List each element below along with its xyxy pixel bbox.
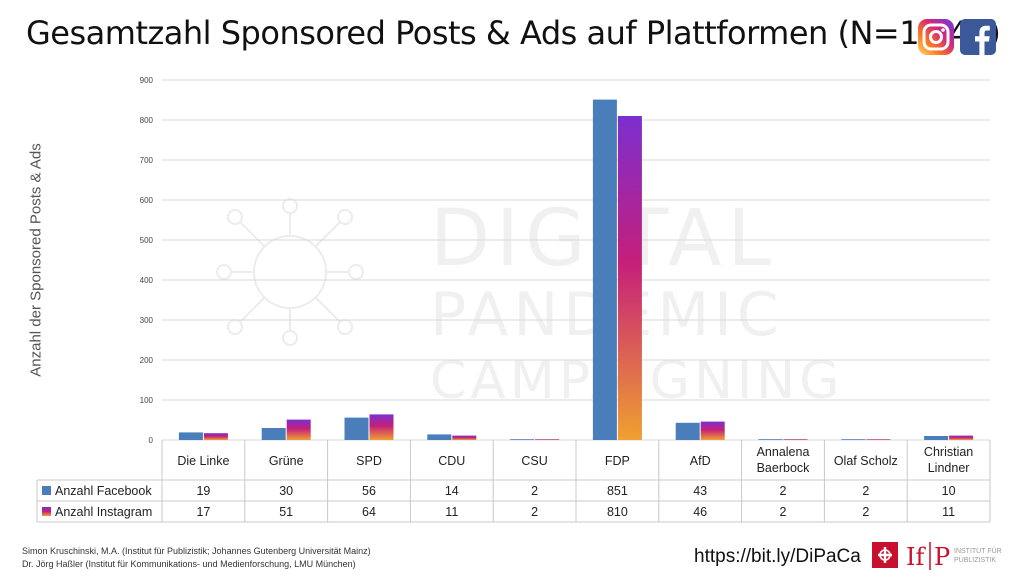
bar-instagram-0	[203, 433, 228, 440]
y-tick-label: 300	[140, 316, 154, 325]
table-cell-value: 851	[607, 484, 628, 498]
y-tick-label: 0	[149, 436, 154, 445]
institute-logo-line1: INSTITUT FÜR	[954, 547, 1002, 555]
y-tick-label: 600	[140, 196, 154, 205]
watermark: DIGITAL PANDEMIC CAMPAIGNING	[216, 194, 839, 411]
author-credit-1: Simon Kruschinski, M.A. (Institut für Pu…	[22, 546, 371, 556]
bar-instagram-2	[369, 414, 394, 440]
table-cell-value: 2	[862, 484, 869, 498]
table-cell-value: 10	[942, 484, 956, 498]
bar-facebook-6	[675, 422, 700, 440]
bar-instagram-8	[866, 439, 891, 440]
y-tick-label: 900	[140, 76, 154, 85]
table-cell-value: 11	[445, 505, 458, 519]
table-cell-value: 56	[362, 484, 376, 498]
legend-label: Anzahl Instagram	[55, 505, 152, 519]
table-cell-value: 51	[279, 505, 293, 519]
category-label: Grüne	[269, 454, 304, 468]
legend-swatch-1	[42, 507, 51, 516]
bar-instagram-7	[783, 439, 808, 440]
table-cell-value: 2	[780, 484, 787, 498]
category-label: CSU	[521, 454, 547, 468]
bar-facebook-3	[427, 434, 452, 440]
author-credit-2: Dr. Jörg Haßler (Institut für Kommunikat…	[22, 559, 356, 569]
y-tick-label: 700	[140, 156, 154, 165]
bar-instagram-6	[700, 421, 725, 440]
y-tick-label: 400	[140, 276, 154, 285]
bar-facebook-2	[344, 417, 369, 440]
category-label: FDP	[605, 454, 630, 468]
table-cell-value: 19	[196, 484, 210, 498]
table-cell-value: 64	[362, 505, 376, 519]
bar-facebook-1	[261, 428, 286, 440]
table-cell-value: 43	[693, 484, 707, 498]
institute-logo-p: P	[934, 543, 950, 571]
category-label: CDU	[438, 454, 465, 468]
category-label: Christian	[924, 445, 973, 459]
bar-facebook-4	[510, 439, 535, 440]
facebook-icon	[960, 19, 996, 55]
bar-facebook-7	[758, 439, 783, 440]
table-cell-value: 17	[196, 505, 210, 519]
category-label: Die Linke	[177, 454, 229, 468]
bar-instagram-1	[286, 419, 311, 440]
institute-logo-line2: PUBLIZISTIK	[954, 557, 996, 564]
table-cell-value: 14	[445, 484, 459, 498]
y-tick-label: 200	[140, 356, 154, 365]
bar-instagram-4	[535, 439, 560, 440]
bar-instagram-5	[617, 116, 642, 440]
table-cell-value: 2	[780, 505, 787, 519]
legend-swatch-0	[42, 486, 51, 495]
category-label: Olaf Scholz	[834, 454, 898, 468]
page-title: Gesamtzahl Sponsored Posts & Ads auf Pla…	[26, 14, 1001, 52]
category-label: Lindner	[928, 461, 970, 475]
project-url[interactable]: https://bit.ly/DiPaCa	[694, 546, 861, 567]
instagram-icon	[918, 19, 954, 55]
y-axis-ticks: 0 100 200 300 400 500 600 700 800 900	[140, 76, 154, 445]
bar-facebook-8	[841, 439, 866, 440]
bar-facebook-9	[924, 436, 949, 440]
category-label: Baerbock	[757, 461, 811, 475]
y-tick-label: 100	[140, 396, 154, 405]
bars	[178, 99, 974, 440]
table-cell-value: 2	[862, 505, 869, 519]
table-cell-value: 810	[607, 505, 628, 519]
bar-instagram-9	[949, 435, 974, 440]
bar-facebook-5	[592, 99, 617, 440]
table-cell-value: 2	[531, 484, 538, 498]
category-label: SPD	[356, 454, 382, 468]
category-label: Annalena	[757, 445, 810, 459]
table-cell-value: 46	[693, 505, 707, 519]
bar-facebook-0	[178, 432, 203, 440]
data-table: Die Linke Grüne SPD CDU CSU FDP AfD Annalena Bae…	[36, 440, 991, 523]
institute-logo-if: If	[906, 543, 926, 571]
bar-instagram-3	[452, 435, 477, 440]
table-cell-value: 11	[942, 505, 955, 519]
y-tick-label: 800	[140, 116, 154, 125]
institute-logo: If P INSTITUT FÜR PUBLIZISTIK	[872, 542, 1002, 571]
y-tick-label: 500	[140, 236, 154, 245]
table-cell-value: 2	[531, 505, 538, 519]
table-cell-value: 30	[279, 484, 293, 498]
legend-label: Anzahl Facebook	[55, 484, 152, 498]
category-label: AfD	[690, 454, 711, 468]
